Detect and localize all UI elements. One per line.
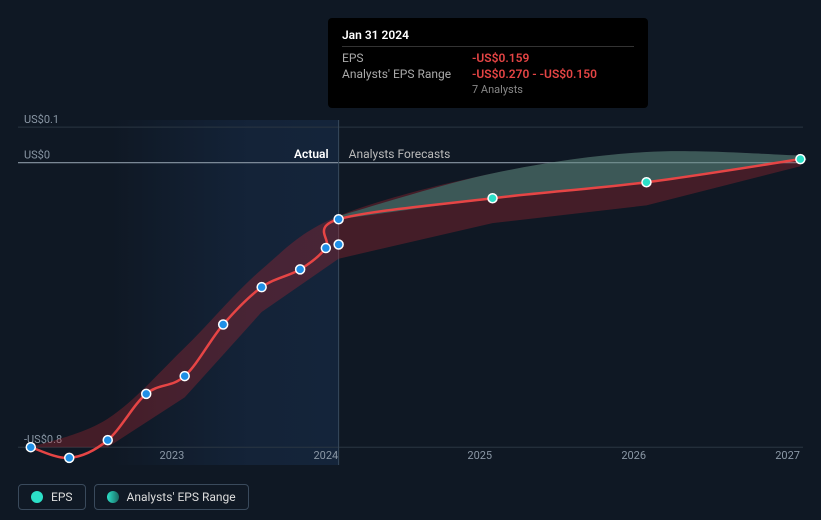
legend-swatch-range	[107, 491, 119, 503]
svg-text:2027: 2027	[775, 449, 800, 462]
legend-item-eps[interactable]: EPS	[18, 484, 86, 510]
legend-swatch-dot	[31, 491, 43, 503]
tooltip-analyst-count: 7 Analysts	[472, 83, 634, 96]
eps-forecast-chart: { "chart": { "type": "line-with-range", …	[0, 0, 821, 520]
svg-text:Analysts Forecasts: Analysts Forecasts	[349, 147, 451, 161]
svg-text:US$0: US$0	[24, 149, 50, 162]
tooltip-row-label: EPS	[342, 51, 472, 65]
tooltip-row-value: -US$0.270 - -US$0.150	[472, 67, 597, 81]
legend-label: EPS	[51, 490, 73, 504]
svg-text:2023: 2023	[160, 449, 185, 462]
chart-tooltip: Jan 31 2024 EPS -US$0.159 Analysts' EPS …	[328, 18, 648, 108]
svg-text:2024: 2024	[313, 449, 338, 462]
tooltip-row-eps: EPS -US$0.159	[342, 51, 634, 65]
tooltip-row-label: Analysts' EPS Range	[342, 67, 472, 81]
tooltip-row-value: -US$0.159	[472, 51, 529, 65]
svg-text:2025: 2025	[467, 449, 492, 462]
svg-text:2026: 2026	[621, 449, 646, 462]
tooltip-row-range: Analysts' EPS Range -US$0.270 - -US$0.15…	[342, 67, 634, 81]
legend-label: Analysts' EPS Range	[127, 490, 236, 504]
legend-item-range[interactable]: Analysts' EPS Range	[94, 484, 249, 510]
tooltip-date: Jan 31 2024	[342, 28, 634, 42]
chart-legend: EPS Analysts' EPS Range	[18, 484, 249, 510]
svg-text:US$0.1: US$0.1	[24, 113, 59, 126]
svg-text:Actual: Actual	[294, 147, 329, 161]
